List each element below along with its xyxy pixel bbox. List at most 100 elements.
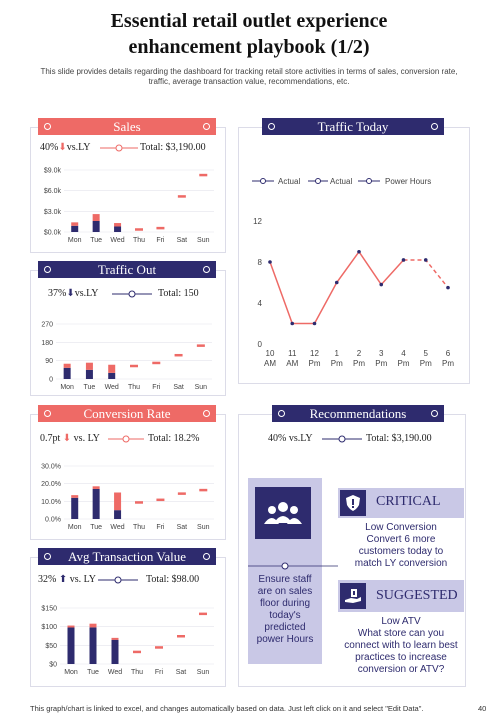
- header-dot-icon: [203, 410, 210, 417]
- data-point: [379, 282, 384, 287]
- x-tick-label: Thu: [131, 669, 143, 676]
- x-tick-label: Mon: [64, 669, 78, 676]
- ly-bar-segment: [71, 222, 79, 226]
- x-tick-label: Sun: [197, 669, 210, 676]
- traffic-today-header: Traffic Today: [262, 118, 444, 135]
- y-tick-label: 12: [253, 217, 262, 226]
- avg-txn-header: Avg Transaction Value: [38, 548, 216, 565]
- traffic-out-change: 37%: [48, 288, 67, 299]
- traffic-today-panel: [238, 127, 470, 384]
- x-tick-label: Thu: [133, 524, 145, 531]
- traffic-out-vs: vs.LY: [74, 288, 99, 299]
- header-dot-icon: [44, 410, 51, 417]
- ly-marker: [174, 353, 183, 357]
- conversion-legend-icon: [108, 435, 144, 443]
- y-tick-label: 0: [258, 340, 263, 349]
- ly-marker: [135, 501, 143, 504]
- sales-vs: vs.LY: [66, 142, 91, 153]
- traffic-out-title: Traffic Out: [97, 262, 157, 277]
- ly-marker: [135, 228, 143, 231]
- y-tick-label: $0.0k: [44, 230, 62, 237]
- header-dot-icon: [44, 266, 51, 273]
- page-number: 40: [478, 704, 487, 713]
- page-title: Essential retail outlet experience enhan…: [0, 8, 498, 60]
- up-arrow-icon: ⬆: [58, 574, 68, 585]
- legend-actual-2: Actual: [330, 177, 352, 186]
- y-tick-label: $150: [41, 606, 57, 613]
- y-tick-label: 270: [41, 322, 53, 329]
- recommendations-title: Recommendations: [309, 406, 407, 421]
- ly-bar-segment: [108, 364, 116, 373]
- x-tick-label: 10: [266, 349, 275, 358]
- critical-body: Convert 6 more customers today to match …: [354, 534, 448, 569]
- avg-txn-legend-icon: [98, 576, 138, 584]
- x-tick-label: Wed: [110, 237, 124, 244]
- y-tick-label: 10.0%: [41, 499, 61, 506]
- sales-chart: $0.0k $3.0k $6.0k $9.0k Mon Tue Wed Thu Fri Sat Su…: [44, 168, 214, 244]
- avg-txn-panel: [30, 557, 226, 687]
- ly-bar-segment: [89, 623, 97, 628]
- x-tick-label: Pm: [309, 359, 321, 368]
- x-tick-label: Fri: [155, 669, 164, 676]
- sales-title: Sales: [113, 119, 141, 134]
- ly-marker: [156, 498, 165, 502]
- actual-bar: [71, 225, 79, 232]
- y-tick-label: $50: [45, 643, 57, 650]
- x-tick-label: Thu: [133, 237, 145, 244]
- x-tick-label: Pm: [420, 359, 432, 368]
- x-tick-label: 6: [446, 349, 451, 358]
- x-tick-label: Tue: [84, 384, 96, 391]
- page-subtitle: This slide provides details regarding th…: [40, 67, 458, 86]
- team-icon: [264, 502, 302, 524]
- shield-icon: [346, 495, 360, 511]
- actual-bar: [108, 372, 116, 379]
- data-point: [334, 280, 339, 285]
- sales-kpi: 40%⬇vs.LY: [40, 142, 90, 153]
- ly-marker: [177, 635, 185, 638]
- conversion-kpi: 0.7pt ⬇ vs. LY: [40, 433, 100, 444]
- ly-marker: [133, 650, 141, 654]
- x-tick-label: Sat: [177, 524, 188, 531]
- x-tick-label: Pm: [375, 359, 387, 368]
- y-tick-label: 30.0%: [41, 464, 61, 471]
- y-tick-label: 180: [41, 340, 53, 347]
- recommendations-total: Total: $3,190.00: [366, 433, 432, 444]
- actual-bar: [71, 497, 79, 519]
- legend-actual-1: Actual: [278, 177, 300, 186]
- actual-bar: [63, 367, 71, 379]
- ly-marker: [156, 226, 165, 230]
- actual-bar: [114, 226, 122, 232]
- down-arrow-icon: ⬇: [58, 142, 67, 153]
- x-tick-label: 4: [401, 349, 406, 358]
- ly-bar-segment: [85, 362, 93, 370]
- ly-marker: [155, 646, 163, 649]
- traffic-today-legend: Actual Actual Power Hours: [252, 177, 431, 186]
- x-tick-label: Sat: [173, 384, 184, 391]
- y-tick-label: 8: [258, 258, 263, 267]
- header-dot-icon: [431, 123, 438, 130]
- x-tick-label: Thu: [128, 384, 140, 391]
- y-tick-label: 4: [258, 299, 263, 308]
- x-tick-label: Sun: [195, 384, 208, 391]
- ly-marker: [130, 364, 138, 368]
- x-tick-label: Pm: [442, 359, 454, 368]
- down-arrow-icon: ⬇: [62, 433, 72, 444]
- recommendations-header: Recommendations: [272, 405, 444, 422]
- x-tick-label: AM: [264, 359, 276, 368]
- title-line-1: Essential retail outlet experience: [110, 10, 388, 32]
- legend-power-hours: Power Hours: [385, 177, 431, 186]
- x-tick-label: Pm: [353, 359, 365, 368]
- sales-legend-icon: [100, 144, 138, 152]
- conversion-total: Total: 18.2%: [148, 433, 200, 444]
- avg-txn-title: Avg Transaction Value: [68, 549, 186, 564]
- x-tick-label: Tue: [90, 237, 102, 244]
- y-tick-label: 90: [45, 358, 53, 365]
- conversion-change: 0.7pt: [40, 433, 61, 444]
- x-tick-label: AM: [286, 359, 298, 368]
- actual-bar: [92, 488, 100, 519]
- avg-txn-total: Total: $98.00: [146, 574, 200, 585]
- title-line-2: enhancement playbook (1/2): [128, 36, 370, 58]
- x-tick-label: 3: [379, 349, 384, 358]
- suggested-heading: Low ATV: [381, 616, 421, 627]
- actual-bar: [92, 220, 100, 232]
